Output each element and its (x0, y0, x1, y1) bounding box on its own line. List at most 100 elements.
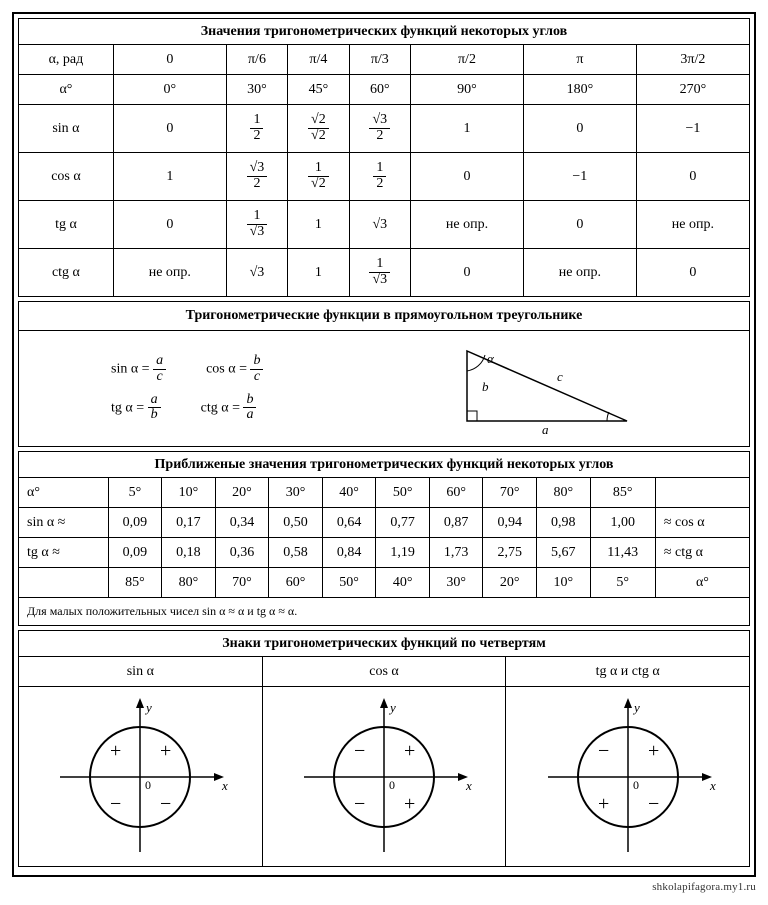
deg-4: 90° (411, 75, 524, 105)
hdr-rad: α, рад (19, 45, 114, 75)
ctg-1: √3 (226, 249, 287, 297)
cos-6: 0 (636, 153, 749, 201)
ap-s5: 0,77 (376, 508, 430, 538)
svg-text:b: b (482, 379, 489, 394)
page-frame: Значения тригонометрических функций неко… (12, 12, 756, 877)
deg-0: 0° (113, 75, 226, 105)
sin-3: √32 (349, 105, 410, 153)
ap-t9: 11,43 (590, 538, 655, 568)
ap-t5: 1,19 (376, 538, 430, 568)
cos-5: −1 (523, 153, 636, 201)
ap-s10: ≈ cos α (655, 508, 749, 538)
ctg-2: 1 (288, 249, 349, 297)
svg-text:+: + (598, 793, 609, 815)
sin-5: 0 (523, 105, 636, 153)
cos-2: 1√2 (288, 153, 349, 201)
sin-2: √2√2 (288, 105, 349, 153)
ap-blank (19, 568, 109, 598)
triangle-content: sin α = ac cos α = bc tg α = ab ctg α = … (19, 331, 750, 447)
svg-text:−: − (110, 793, 121, 815)
deg-3: 60° (349, 75, 410, 105)
ap-t10: ≈ ctg α (655, 538, 749, 568)
ctg-6: 0 (636, 249, 749, 297)
cos-0: 1 (113, 153, 226, 201)
svg-text:+: + (160, 740, 171, 762)
ap-b1: 80° (162, 568, 216, 598)
svg-text:a: a (542, 422, 549, 436)
triangle-section: Тригонометрические функции в прямоугольн… (18, 301, 750, 447)
ap-s4: 0,64 (322, 508, 376, 538)
svg-text:x: x (221, 778, 228, 793)
rad-5: π (523, 45, 636, 75)
unit-circle-tgctg: y x 0 − + + − (528, 692, 728, 862)
ap-d1: 10° (162, 478, 216, 508)
ap-d9: 85° (590, 478, 655, 508)
ap-d5: 50° (376, 478, 430, 508)
triangle-title: Тригонометрические функции в прямоугольн… (19, 302, 750, 331)
svg-text:0: 0 (145, 778, 151, 792)
ap-d6: 60° (429, 478, 483, 508)
formula-cos: cos α = bc (206, 354, 263, 384)
deg-5: 180° (523, 75, 636, 105)
hdr-deg: α° (19, 75, 114, 105)
svg-text:+: + (110, 740, 121, 762)
tg-4: не опр. (411, 201, 524, 249)
svg-text:0: 0 (633, 778, 639, 792)
svg-text:+: + (404, 793, 415, 815)
ctg-4: 0 (411, 249, 524, 297)
deg-1: 30° (226, 75, 287, 105)
ap-s9: 1,00 (590, 508, 655, 538)
cos-1: √32 (226, 153, 287, 201)
approx-title: Приближеные значения тригонометрических … (19, 452, 750, 478)
formula-tg: tg α = ab (111, 393, 161, 423)
svg-text:y: y (632, 700, 640, 715)
ap-s3: 0,50 (269, 508, 323, 538)
signs-tgctg-diagram: y x 0 − + + − (506, 687, 750, 867)
ap-t4: 0,84 (322, 538, 376, 568)
svg-text:+: + (648, 740, 659, 762)
signs-h1: sin α (19, 657, 263, 687)
ap-b0: 85° (108, 568, 162, 598)
ap-b8: 10° (536, 568, 590, 598)
ap-s7: 0,94 (483, 508, 537, 538)
sin-4: 1 (411, 105, 524, 153)
ctg-0: не опр. (113, 249, 226, 297)
ap-d4: 40° (322, 478, 376, 508)
ap-d0: 5° (108, 478, 162, 508)
cos-3: 12 (349, 153, 410, 201)
tg-0: 0 (113, 201, 226, 249)
ap-b4: 50° (322, 568, 376, 598)
svg-text:c: c (557, 369, 563, 384)
ap-b2: 70° (215, 568, 269, 598)
ap-s0: 0,09 (108, 508, 162, 538)
cos-4: 0 (411, 153, 524, 201)
svg-text:−: − (354, 793, 365, 815)
svg-text:y: y (388, 700, 396, 715)
ap-t0: 0,09 (108, 538, 162, 568)
tg-6: не опр. (636, 201, 749, 249)
rad-0: 0 (113, 45, 226, 75)
tg-1: 1√3 (226, 201, 287, 249)
signs-h3: tg α и ctg α (506, 657, 750, 687)
signs-sin-diagram: y x 0 + + − − (19, 687, 263, 867)
ap-b9: 5° (590, 568, 655, 598)
signs-table: Знаки тригонометрических функций по четв… (18, 630, 750, 867)
svg-text:y: y (144, 700, 152, 715)
right-triangle-diagram: α a b c (457, 341, 647, 436)
ap-t1: 0,18 (162, 538, 216, 568)
svg-text:−: − (354, 740, 365, 762)
ap-t6: 1,73 (429, 538, 483, 568)
svg-text:α: α (487, 351, 495, 366)
ap-d8: 80° (536, 478, 590, 508)
signs-title: Знаки тригонометрических функций по четв… (19, 631, 750, 657)
row-cos-label: cos α (19, 153, 114, 201)
trig-values-table: Значения тригонометрических функций неко… (18, 18, 750, 297)
ap-b6: 30° (429, 568, 483, 598)
rad-1: π/6 (226, 45, 287, 75)
footer-credit: shkolapifagora.my1.ru (12, 881, 756, 893)
ap-hdr-deg: α° (19, 478, 109, 508)
row-ctg-label: ctg α (19, 249, 114, 297)
ap-t3: 0,58 (269, 538, 323, 568)
rad-6: 3π/2 (636, 45, 749, 75)
svg-text:−: − (598, 740, 609, 762)
